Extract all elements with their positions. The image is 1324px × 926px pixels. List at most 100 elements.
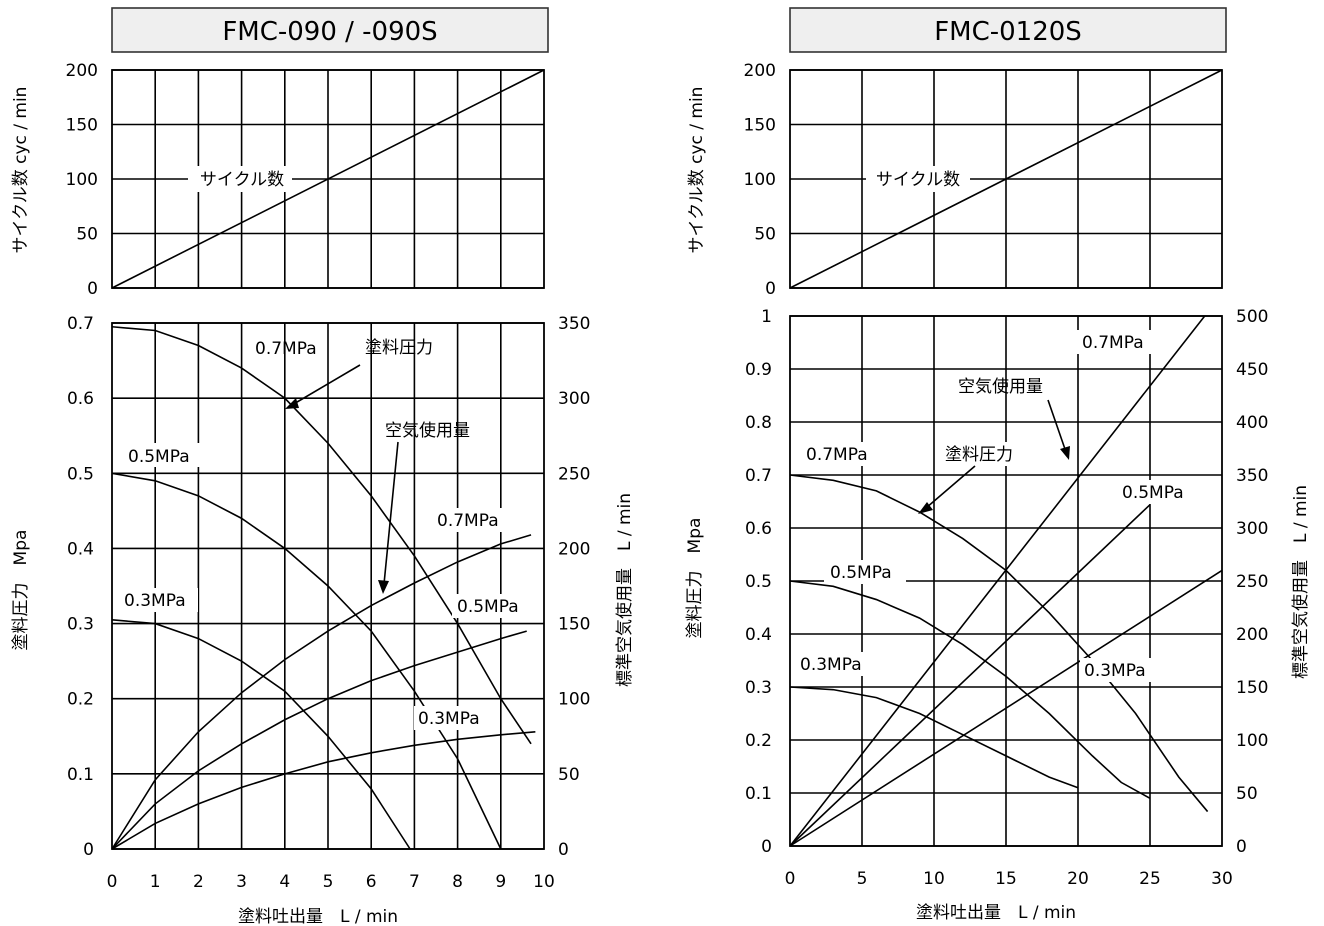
left-pressure-label-0.7: 0.7MPa	[255, 339, 317, 359]
bottom-xtick-label: 9	[495, 872, 506, 892]
bottom-ytick-label: 0.4	[745, 625, 772, 645]
bottom-xtick-label: 10	[533, 872, 555, 892]
right-air-label: 空気使用量	[958, 376, 1043, 397]
air-consumption-curve	[111, 730, 536, 850]
bottom-y2tick-label: 50	[1236, 784, 1258, 804]
bottom-xtick-label: 2	[193, 872, 204, 892]
panel-left-top-ylabel: サイクル数 cyc / min	[11, 87, 31, 254]
left-pressure-label-0.5: 0.5MPa	[128, 447, 190, 467]
bottom-xtick-label: 5	[857, 869, 868, 889]
top-ytick-label: 200	[744, 61, 776, 81]
panel-left-top-chart: 0 50 100 150 200 サイクル数 サイクル数 cyc / min	[11, 61, 545, 299]
air-consumption-curve	[111, 534, 532, 850]
bottom-ytick-label: 0.3	[745, 678, 772, 698]
bottom-ytick-label: 0.1	[67, 765, 94, 785]
panel-right-top-chart: 0 50 100 150 200 サイクル数 サイクル数 cyc / min	[687, 61, 1223, 299]
bottom-ytick-label: 0.1	[745, 784, 772, 804]
left-air-label-0.3: 0.3MPa	[418, 709, 480, 729]
right-pressure-label-0.3: 0.3MPa	[800, 655, 862, 675]
panel-right-title-box	[789, 7, 1227, 53]
panel-left-bottom-chart: 00.10.20.30.40.50.60.7 05010015020025030…	[10, 314, 635, 926]
right-air-label-0.5: 0.5MPa	[1122, 483, 1184, 503]
air-consumption-curve	[789, 569, 1223, 847]
bottom-y2tick-label: 150	[558, 615, 590, 635]
cycle-label-left: サイクル数	[200, 170, 284, 190]
cycle-label-right: サイクル数	[876, 170, 960, 190]
panel-left-bottom-frame	[111, 322, 545, 850]
panel-right-bottom-y2label: 標準空気使用量 L / min	[1290, 485, 1311, 679]
left-air-label-0.5: 0.5MPa	[457, 597, 519, 617]
bottom-y2tick-label: 100	[558, 690, 590, 710]
panel-left-bottom-xlabel: 塗料吐出量 L / min	[238, 906, 398, 926]
left-pressure-arrow	[291, 364, 361, 406]
right-air-arrowhead	[1060, 446, 1070, 460]
bottom-xtick-label: 3	[236, 872, 247, 892]
right-pressure-label-0.5: 0.5MPa	[830, 563, 892, 583]
left-pressure-label-0.3: 0.3MPa	[124, 591, 186, 611]
bottom-ytick-label: 0.2	[67, 690, 94, 710]
air-consumption-curve	[111, 630, 527, 850]
bottom-ytick-label: 0.7	[745, 466, 772, 486]
bottom-ytick-label: 0.6	[67, 389, 94, 409]
bottom-y2tick-label: 300	[558, 389, 590, 409]
bottom-xtick-label: 7	[409, 872, 420, 892]
bottom-y2tick-label: 250	[1236, 572, 1268, 592]
bottom-y2tick-label: 350	[1236, 466, 1268, 486]
panel-right-top-frame	[789, 69, 1223, 289]
bottom-y2tick-label: 50	[558, 765, 580, 785]
panel-left-title: FMC-090 / -090S	[222, 17, 437, 47]
panel-right-bottom-chart: 00.10.20.30.40.50.60.70.80.91 0501001502…	[684, 307, 1311, 923]
paint-pressure-curve	[789, 686, 1079, 789]
bottom-ytick-label: 0	[83, 840, 94, 860]
bottom-ytick-label: 0.7	[67, 314, 94, 334]
left-air-arrowhead	[378, 580, 389, 594]
bottom-y2tick-label: 500	[1236, 307, 1268, 327]
bottom-ytick-label: 0.9	[745, 360, 772, 380]
bottom-ytick-label: 0.6	[745, 519, 772, 539]
bottom-y2tick-label: 0	[1236, 837, 1247, 857]
panel-right-title: FMC-0120S	[934, 17, 1082, 47]
right-air-label-0.7: 0.7MPa	[1082, 333, 1144, 353]
cycle-line	[789, 69, 1223, 289]
bottom-ytick-label: 0.4	[67, 539, 94, 559]
right-pressure-arrowhead	[918, 502, 933, 514]
bottom-ytick-label: 0	[761, 837, 772, 857]
top-ytick-label: 0	[87, 279, 98, 299]
top-ytick-label: 50	[754, 225, 776, 245]
bottom-y2tick-label: 450	[1236, 360, 1268, 380]
panel-right-bottom-ylabel: 塗料圧力 Mpa	[684, 518, 705, 639]
air-consumption-curve	[789, 315, 1206, 847]
panel-left-title-box	[111, 7, 549, 53]
paint-pressure-curve	[111, 325, 532, 745]
right-pressure-label-0.7: 0.7MPa	[806, 445, 868, 465]
paint-pressure-curve	[789, 580, 1151, 800]
bottom-ytick-label: 0.5	[67, 464, 94, 484]
top-ytick-label: 150	[66, 116, 98, 136]
right-pressure-arrow	[925, 465, 976, 509]
top-ytick-label: 50	[76, 225, 98, 245]
bottom-ytick-label: 0.5	[745, 572, 772, 592]
bottom-y2tick-label: 100	[1236, 731, 1268, 751]
top-ytick-label: 0	[765, 279, 776, 299]
bottom-xtick-label: 25	[1139, 869, 1161, 889]
bottom-xtick-label: 30	[1211, 869, 1233, 889]
bottom-y2tick-label: 350	[558, 314, 590, 334]
bottom-xtick-label: 4	[279, 872, 290, 892]
bottom-y2tick-label: 200	[1236, 625, 1268, 645]
bottom-y2tick-label: 0	[558, 840, 569, 860]
bottom-y2tick-label: 150	[1236, 678, 1268, 698]
bottom-xtick-label: 5	[323, 872, 334, 892]
bottom-xtick-label: 8	[452, 872, 463, 892]
bottom-ytick-label: 0.8	[745, 413, 772, 433]
bottom-xtick-label: 0	[107, 872, 118, 892]
bottom-y2tick-label: 400	[1236, 413, 1268, 433]
left-pressure-arrowhead	[285, 398, 299, 409]
right-paint-pressure-label: 塗料圧力	[945, 444, 1013, 465]
bottom-ytick-label: 1	[761, 307, 772, 327]
bottom-y2tick-label: 300	[1236, 519, 1268, 539]
bottom-xtick-label: 0	[785, 869, 796, 889]
panel-right-top-ylabel: サイクル数 cyc / min	[687, 87, 707, 254]
